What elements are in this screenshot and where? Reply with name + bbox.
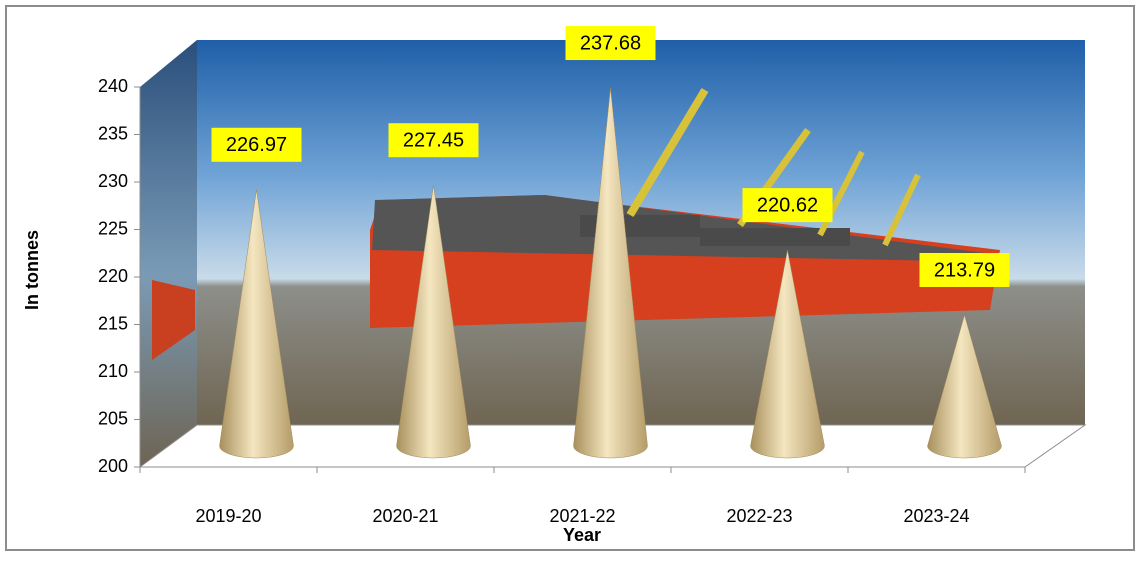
value-label: 213.79	[934, 259, 995, 281]
y-tick-label: 210	[98, 361, 128, 381]
value-label: 227.45	[403, 130, 464, 152]
y-tick-label: 205	[98, 408, 128, 428]
x-axis-title: Year	[563, 525, 601, 545]
chart: In tonnes Year 200 205 210 215 220 225 230 235 2…	[0, 0, 1140, 556]
y-axis-title: In tonnes	[22, 230, 42, 310]
y-tick-label: 220	[98, 266, 128, 286]
value-label: 226.97	[226, 134, 287, 156]
x-tick-label: 2022-23	[726, 506, 792, 526]
y-tick-label: 215	[98, 313, 128, 333]
x-tick-label: 2020-21	[372, 506, 438, 526]
y-tick-label: 200	[98, 456, 128, 476]
side-wall	[140, 40, 197, 467]
y-tick-label: 230	[98, 171, 128, 191]
x-tick-label: 2019-20	[195, 506, 261, 526]
x-tick-label: 2021-22	[549, 506, 615, 526]
y-tick-label: 235	[98, 123, 128, 143]
value-label: 220.62	[757, 194, 818, 216]
value-label: 237.68	[580, 32, 641, 54]
y-tick-label: 240	[98, 76, 128, 96]
y-tick-label: 225	[98, 218, 128, 238]
x-tick-label: 2023-24	[903, 506, 969, 526]
